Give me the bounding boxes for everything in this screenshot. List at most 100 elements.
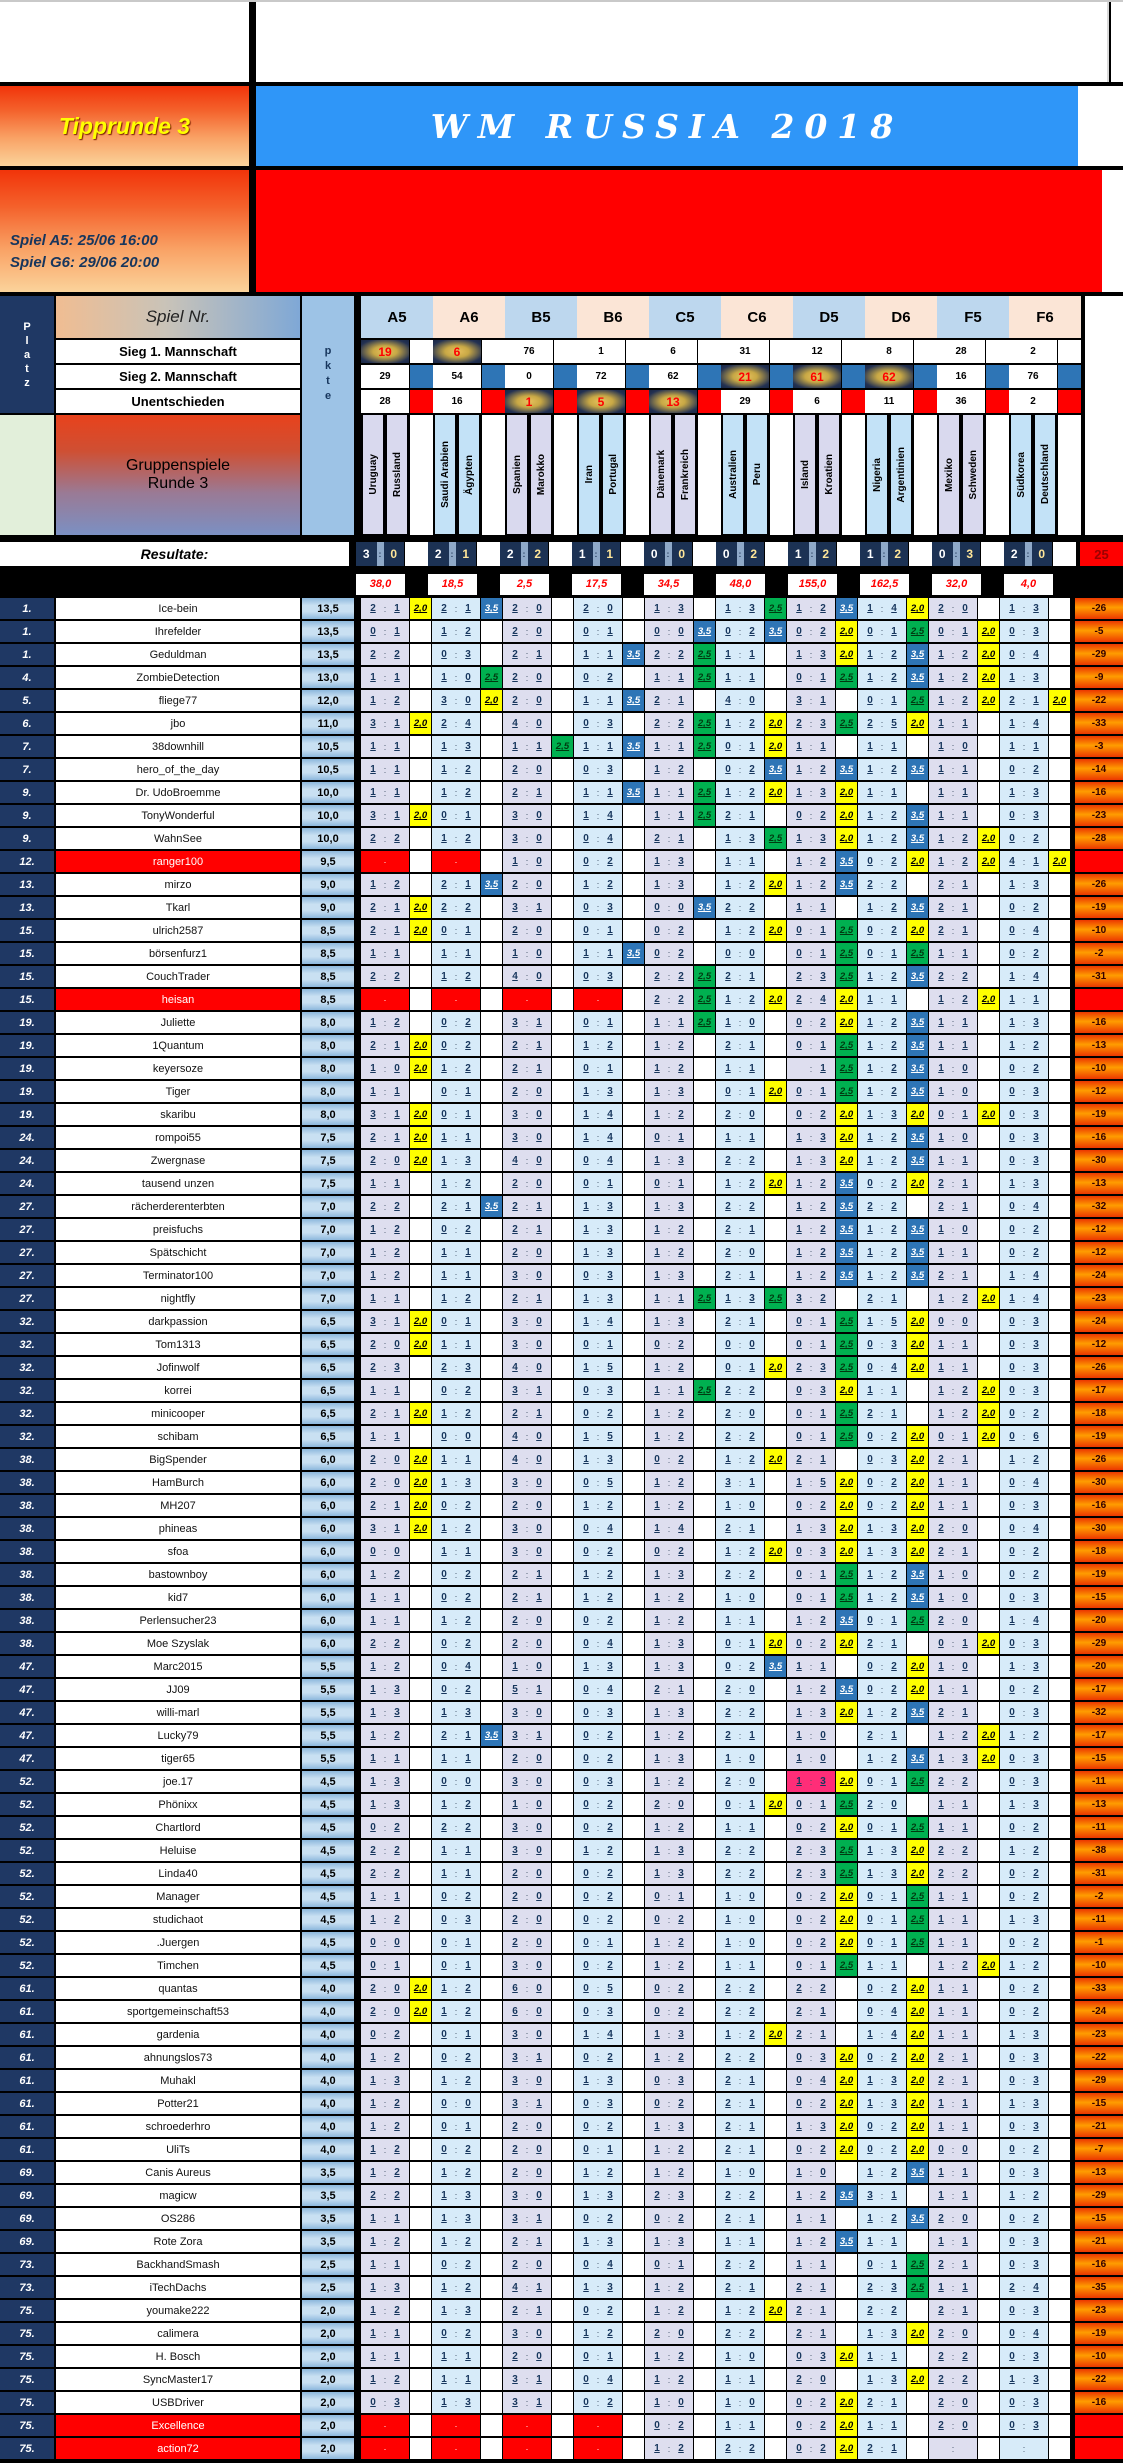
tip-home: 1	[370, 2075, 376, 2086]
tip-away: 1	[678, 1385, 684, 1396]
tip-cell: 1:2	[645, 1426, 694, 1447]
tip-away: 0	[749, 1247, 755, 1258]
tip-points-cell	[978, 2139, 1000, 2160]
tip-points-cell	[907, 2185, 929, 2206]
tip-count-sieg1: 8	[865, 340, 914, 363]
player-points: 7,0	[300, 1242, 354, 1263]
tip-points-cell	[1049, 2093, 1071, 2114]
tip-colon: :	[880, 1868, 884, 1879]
tip-away: 1	[394, 1960, 400, 1971]
tip-cell: 0:3	[1000, 1702, 1049, 1723]
tip-points-cell	[623, 1794, 645, 1815]
count-row: 6	[433, 340, 505, 365]
player-name: MH207	[54, 1495, 300, 1516]
tip-colon: :	[383, 1983, 387, 1994]
tip-home: 1	[441, 2282, 447, 2293]
tip-cell: 0:2	[1000, 1242, 1049, 1263]
tip-away: 1	[678, 741, 684, 752]
tip-colon: :	[809, 1293, 813, 1304]
tip-home: 0	[441, 1385, 447, 1396]
tip-colon: :	[809, 1477, 813, 1488]
tip-away: 0	[536, 1086, 542, 1097]
tip-cell: 1:0	[716, 1748, 765, 1769]
tip-points-cell	[694, 2070, 716, 2091]
tip-cell: 2:0	[645, 2323, 694, 2344]
tip-away: 1	[749, 1730, 755, 1741]
tip-away: 3	[749, 833, 755, 844]
tip-points-cell	[836, 1656, 858, 1677]
tip-home: 0	[583, 1891, 589, 1902]
tip-home: 1	[441, 2190, 447, 2201]
player-name: skaribu	[54, 1104, 300, 1125]
tip-cell: 2:2	[858, 874, 907, 895]
tip-away: 2	[891, 1155, 897, 1166]
tip-home: 1	[654, 1362, 660, 1373]
tip-colon: :	[880, 1592, 884, 1603]
count-separator	[842, 390, 865, 413]
tip-away: 3	[820, 833, 826, 844]
tip-cell: 1:1	[858, 2346, 907, 2367]
tip-away: 3	[607, 2006, 613, 2017]
player-rank: 19.	[0, 1012, 54, 1033]
tip-colon: :	[1022, 1155, 1026, 1166]
tip-cell: 0:2	[787, 1104, 836, 1125]
tip-colon: :	[667, 2305, 671, 2316]
tip-home: 1	[796, 649, 802, 660]
tip-colon: :	[454, 1684, 458, 1695]
tip-away: 2	[891, 764, 897, 775]
tip-colon: :	[809, 1661, 813, 1672]
tip-colon: :	[1022, 1799, 1026, 1810]
tip-home: 0	[796, 810, 802, 821]
tip-home: 1	[938, 2167, 944, 2178]
tip-home: 0	[867, 1937, 873, 1948]
team-name: Frankreich	[679, 448, 691, 501]
tip-colon: :	[383, 1178, 387, 1189]
tip-cell: 1:1	[929, 943, 978, 964]
tip-points-cell: 2,5	[552, 736, 574, 757]
tip-away: 2	[465, 1040, 471, 1051]
tip-cell: 0:4	[574, 2369, 623, 2390]
tip-cell: 0:1	[787, 1035, 836, 1056]
tip-cell: 1:1	[432, 2369, 481, 2390]
tip-points-cell	[694, 1265, 716, 1286]
tip-points-cell	[552, 1035, 574, 1056]
tip-away: 2	[607, 1891, 613, 1902]
tip-home: 2	[725, 1155, 731, 1166]
tip-home: 1	[867, 1960, 873, 1971]
tip-points-cell	[978, 1058, 1000, 1079]
tip-colon: :	[525, 971, 529, 982]
tip-points-cell	[410, 2162, 432, 2183]
tip-home: 0	[441, 925, 447, 936]
tip-colon: :	[809, 649, 813, 660]
tip-points-cell	[694, 2116, 716, 2137]
tip-colon: :	[525, 810, 529, 821]
tip-away: 1	[749, 1799, 755, 1810]
tip-colon: :	[738, 1638, 742, 1649]
tip-home: 1	[1009, 1661, 1015, 1672]
tip-colon: :	[880, 1638, 884, 1649]
tip-colon: :	[596, 649, 600, 660]
count-separator	[698, 390, 721, 413]
tip-points-cell	[481, 2231, 503, 2252]
tip-cell: 0:2	[645, 2093, 694, 2114]
tip-home: 1	[725, 1914, 731, 1925]
tip-away: 3	[678, 856, 684, 867]
tip-away: 2	[394, 2236, 400, 2247]
tip-away: 3	[607, 1293, 613, 1304]
tip-home: 2	[370, 649, 376, 660]
tip-points-cell	[552, 2415, 574, 2436]
tip-home: 3	[512, 1316, 518, 1327]
tip-colon: :	[667, 672, 671, 683]
player-row: 61. gardenia 4,0 0:2 0:1 3:0 1:4 1:3 1:2 2,0 2:1 1:…	[0, 2024, 1123, 2047]
tip-colon: :	[1022, 787, 1026, 798]
tip-away: 3	[1033, 1316, 1039, 1327]
tip-home: 0	[796, 1937, 802, 1948]
tip-points-cell	[978, 1449, 1000, 1470]
tip-points-cell: 2,0	[410, 805, 432, 826]
tip-colon: :	[951, 1063, 955, 1074]
tip-points-cell	[694, 1840, 716, 1861]
tip-cell: 0:2	[574, 667, 623, 688]
tip-cell: 1:2	[432, 828, 481, 849]
tip-cell: 1:2	[858, 1012, 907, 1033]
player-points: 10,0	[300, 782, 354, 803]
